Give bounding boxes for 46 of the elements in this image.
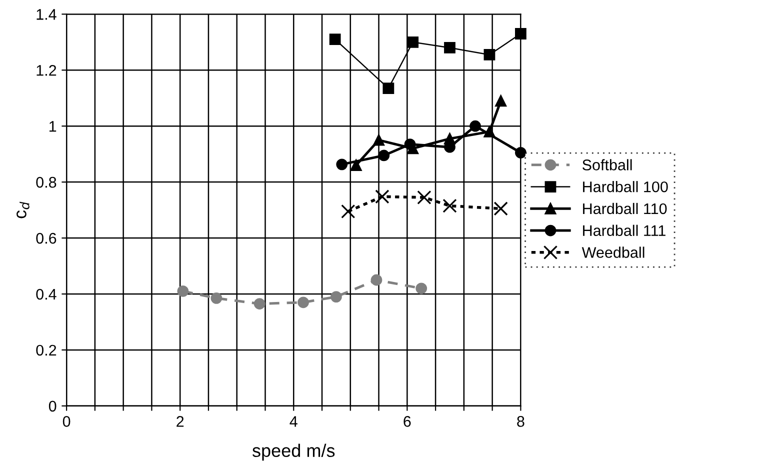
point: [382, 82, 394, 94]
point: [375, 190, 390, 204]
point: [254, 298, 266, 310]
point: [444, 42, 456, 54]
point: [407, 36, 419, 48]
y-tick-label: 0.2: [36, 344, 56, 356]
point: [341, 204, 356, 219]
x-tick-label: 8: [517, 416, 524, 427]
point: [494, 202, 508, 216]
point: [416, 282, 428, 294]
point: [470, 120, 481, 132]
point: [370, 274, 382, 286]
point: [210, 292, 222, 304]
y-tick-label: 1.2: [36, 64, 56, 76]
point: [373, 134, 384, 146]
y-tick-label: 1.4: [36, 9, 56, 20]
point: [515, 28, 526, 40]
point: [417, 190, 432, 205]
point: [177, 285, 189, 297]
legend-label: Weedball: [582, 246, 644, 258]
point: [442, 198, 457, 213]
y-tick-label: 1: [50, 121, 56, 132]
y-axis-title: c$_{d}$: [16, 202, 30, 218]
legend-label: Hardball 100: [583, 181, 668, 192]
y-tick-label: 0.8: [36, 176, 56, 188]
x-tick-label: 2: [176, 416, 184, 427]
legend-label: Softball: [582, 159, 632, 170]
legend-label: Hardball 110: [583, 202, 667, 214]
x-tick-label: 4: [290, 416, 298, 427]
point: [404, 138, 416, 150]
point: [484, 49, 496, 60]
point: [495, 95, 507, 107]
point: [336, 158, 348, 170]
point: [329, 34, 341, 46]
point: [515, 146, 526, 158]
x-tick-label: 0: [62, 416, 70, 427]
point: [298, 296, 309, 308]
y-tick-label: 0.4: [36, 288, 56, 300]
x-axis-title: speed m/s: [252, 444, 335, 461]
y-tick-label: 0.6: [36, 232, 56, 244]
x-tick-label: 6: [404, 416, 411, 427]
y-tick-label: 0: [48, 400, 56, 412]
point: [350, 160, 362, 171]
legend-label: Hardball 111: [583, 224, 666, 236]
point: [330, 291, 342, 302]
point: [378, 150, 390, 162]
